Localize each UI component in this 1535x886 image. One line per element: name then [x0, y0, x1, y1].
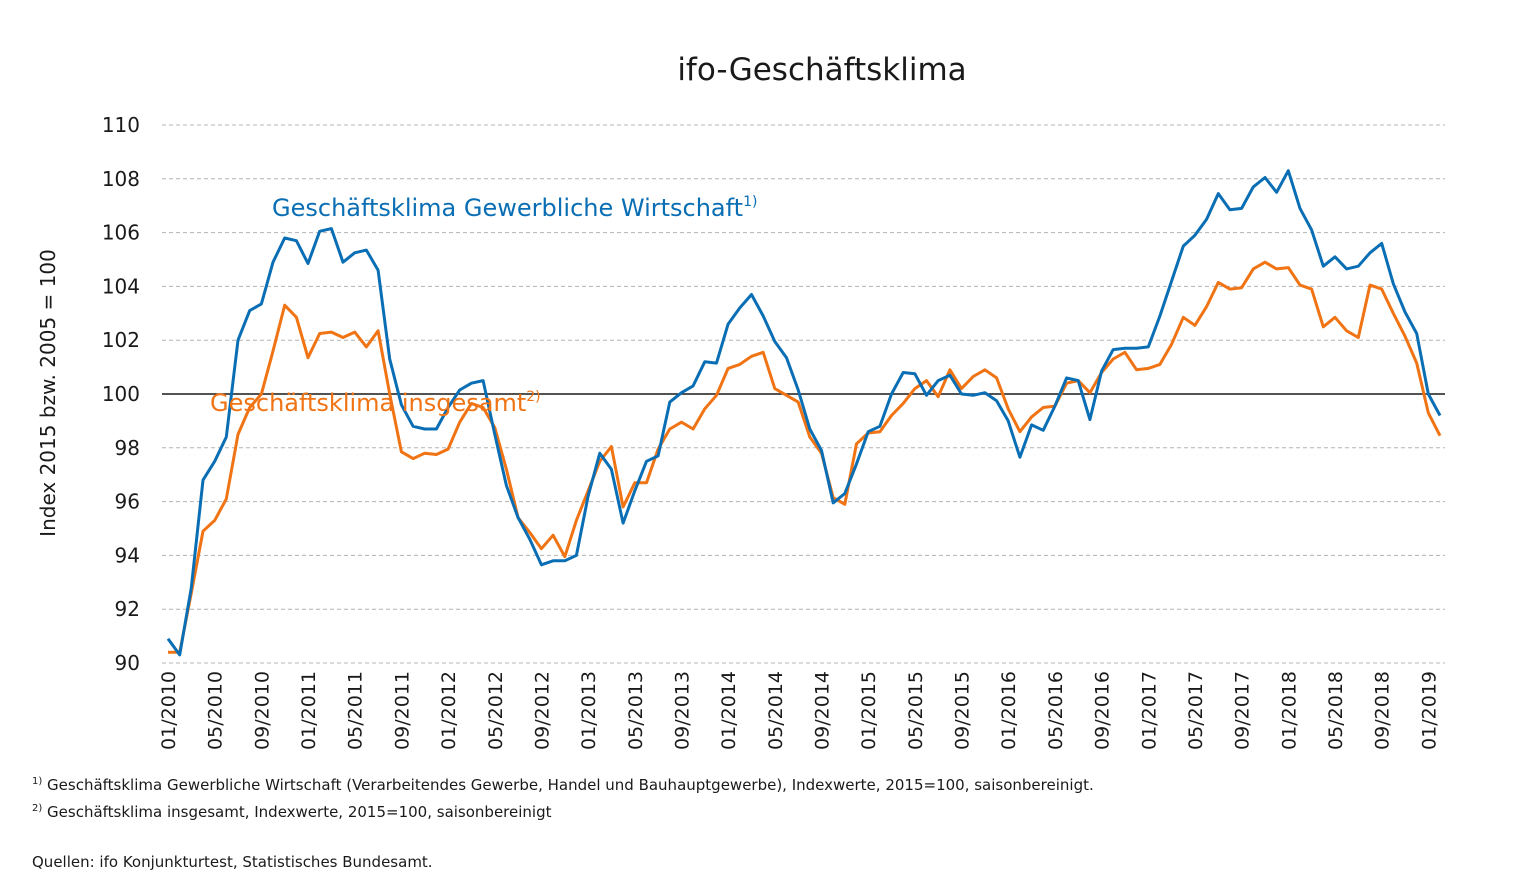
x-tick-label: 09/2014	[812, 671, 834, 750]
x-tick-labels: 01/2010 05/2010 09/2010 01/2011 05/2011 09/20…	[158, 671, 1440, 750]
x-tick-label: 01/2013	[578, 671, 600, 750]
y-tick-label: 98	[115, 436, 140, 460]
series-layer	[166, 169, 1442, 657]
y-tick-label: 94	[115, 543, 140, 567]
x-tick-label: 05/2011	[345, 671, 367, 750]
chart-title: ifo-Geschäftsklima	[677, 52, 966, 88]
x-tick-label: 05/2014	[765, 671, 787, 750]
series-label-name: Geschäftsklima Gewerbliche Wirtschaft	[272, 194, 743, 222]
y-tick-labels: 90 92 94 96 98 100 102 104 106 108 110	[102, 113, 140, 675]
footnote-2: 2) Geschäftsklima insgesamt, Indexwerte,…	[32, 803, 552, 821]
y-tick-label: 96	[115, 490, 140, 514]
x-tick-label: 09/2018	[1372, 671, 1394, 750]
footnote-1: 1) Geschäftsklima Gewerbliche Wirtschaft…	[32, 776, 1094, 794]
x-tick-label: 01/2011	[298, 671, 320, 750]
sources-text: Quellen: ifo Konjunkturtest, Statistisch…	[32, 853, 433, 871]
x-tick-label: 01/2010	[158, 671, 180, 750]
x-tick-label: 05/2013	[625, 671, 647, 750]
x-tick-label: 01/2016	[998, 671, 1020, 750]
y-tick-label: 90	[115, 651, 140, 675]
series-label-sup: 2)	[526, 389, 540, 405]
y-tick-label: 108	[102, 167, 140, 191]
x-tick-label: 05/2010	[205, 671, 227, 750]
series-label: Geschäftsklima Gewerbliche Wirtschaft1)	[272, 194, 757, 222]
x-tick-label: 05/2017	[1185, 671, 1207, 750]
x-tick-label: 09/2017	[1232, 671, 1254, 750]
y-tick-label: 104	[102, 274, 140, 298]
grid-layer	[162, 124, 1445, 664]
x-tick-label: 05/2016	[1045, 671, 1067, 750]
y-tick-label: 100	[102, 382, 140, 406]
series-label-sup: 1)	[743, 194, 757, 210]
series-labels: Geschäftsklima Gewerbliche Wirtschaft1)G…	[210, 194, 757, 417]
footnote-2-marker: 2)	[32, 803, 43, 814]
y-axis-label: Index 2015 bzw. 2005 = 100	[36, 249, 60, 537]
x-tick-label: 01/2017	[1138, 671, 1160, 750]
series-label-name: Geschäftsklima insgesamt	[210, 389, 526, 417]
x-tick-label: 05/2012	[485, 671, 507, 750]
x-tick-label: 05/2018	[1325, 671, 1347, 750]
x-tick-label: 09/2010	[251, 671, 273, 750]
y-tick-label: 106	[102, 221, 140, 245]
x-tick-label: 09/2011	[391, 671, 413, 750]
footnote-1-text: Geschäftsklima Gewerbliche Wirtschaft (V…	[47, 776, 1094, 794]
x-tick-label: 01/2014	[718, 671, 740, 750]
x-tick-label: 09/2013	[671, 671, 693, 750]
x-tick-label: 09/2016	[1092, 671, 1114, 750]
footnote-1-marker: 1)	[32, 776, 43, 787]
sources-note: Quellen: ifo Konjunkturtest, Statistisch…	[32, 853, 433, 871]
x-tick-label: 09/2015	[952, 671, 974, 750]
x-tick-label: 01/2018	[1278, 671, 1300, 750]
x-tick-label: 09/2012	[531, 671, 553, 750]
y-tick-label: 110	[102, 113, 140, 137]
x-tick-label: 05/2015	[905, 671, 927, 750]
x-tick-label: 01/2012	[438, 671, 460, 750]
x-tick-label: 01/2019	[1418, 671, 1440, 750]
y-tick-label: 92	[115, 597, 140, 621]
series-label: Geschäftsklima insgesamt2)	[210, 389, 541, 417]
chart: ifo-Geschäftsklima Index 2015 bzw. 2005 …	[36, 52, 1445, 750]
x-tick-label: 01/2015	[858, 671, 880, 750]
series-line	[168, 260, 1442, 654]
series-line	[166, 169, 1442, 657]
footnote-2-text: Geschäftsklima insgesamt, Indexwerte, 20…	[47, 803, 552, 821]
y-tick-label: 102	[102, 328, 140, 352]
